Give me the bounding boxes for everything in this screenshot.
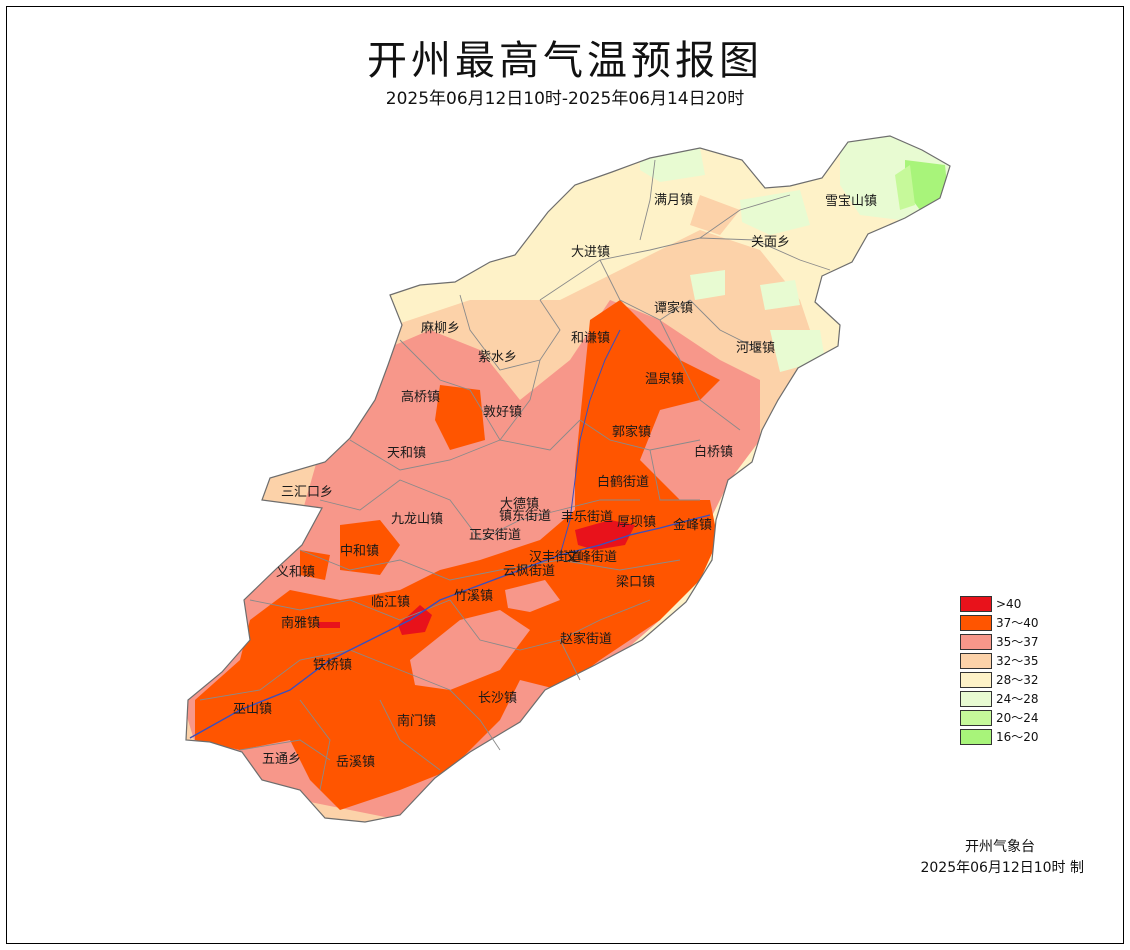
town-label-changsha: 长沙镇 xyxy=(478,691,517,706)
legend-label: 32～35 xyxy=(996,654,1039,668)
legend-swatch xyxy=(960,728,992,745)
river-tributary xyxy=(559,329,621,556)
legend-item: 37～40 xyxy=(960,613,1040,632)
town-label-tanjia: 谭家镇 xyxy=(654,300,693,316)
legend-swatch xyxy=(960,709,992,726)
zone-37-40-gaoqiao xyxy=(435,385,485,450)
town-label-yunfeng: 云枫街道 xyxy=(503,564,555,579)
legend-item: 20～24 xyxy=(960,708,1040,727)
zone-24-28-heyan-n xyxy=(760,280,800,310)
zone-35-37-pocket-2 xyxy=(505,580,560,612)
legend-label: 28～32 xyxy=(996,673,1039,687)
town-label-baiqiao: 白桥镇 xyxy=(694,444,733,460)
legend-item: >40 xyxy=(960,594,1040,613)
town-label-zhengan: 正安街道 xyxy=(469,528,521,543)
town-label-yihe: 义和镇 xyxy=(276,565,315,580)
zone-over-40-nanya xyxy=(318,622,340,628)
legend-item: 24～28 xyxy=(960,689,1040,708)
zone-20-24 xyxy=(895,165,915,210)
town-label-liangkou: 梁口镇 xyxy=(616,575,655,590)
town-label-guanmian: 关面乡 xyxy=(751,235,790,250)
town-label-zishui: 紫水乡 xyxy=(478,350,517,365)
town-label-gaoqiao: 高桥镇 xyxy=(401,389,440,405)
town-labels: 满月镇 雪宝山镇 大进镇 关面乡 谭家镇 麻柳乡 和谦镇 河堰镇 紫水乡 温泉镇… xyxy=(233,193,877,770)
town-label-zhaojia: 赵家街道 xyxy=(560,631,612,647)
town-label-manyue: 满月镇 xyxy=(654,193,693,208)
town-label-nanya: 南雅镇 xyxy=(281,615,320,631)
legend-item: 32～35 xyxy=(960,651,1040,670)
town-label-wushan: 巫山镇 xyxy=(233,702,272,717)
town-label-sanhuikou: 三汇口乡 xyxy=(281,485,333,500)
legend-label: 37～40 xyxy=(996,616,1039,630)
town-label-zhendong: 镇东街道 xyxy=(499,509,551,524)
town-label-jinfeng: 金峰镇 xyxy=(673,517,712,533)
zone-37-40-west xyxy=(340,520,400,575)
town-label-zhuxi: 竹溪镇 xyxy=(454,589,493,604)
town-label-guojia: 郭家镇 xyxy=(612,424,651,440)
town-label-dade: 大德镇 xyxy=(500,497,539,512)
legend-swatch xyxy=(960,595,992,612)
town-label-wenfeng: 文峰街道 xyxy=(565,550,617,565)
town-label-houba: 厚坝镇 xyxy=(617,515,656,530)
legend-item: 35～37 xyxy=(960,632,1040,651)
zone-37-40 xyxy=(195,300,720,810)
zone-16-20 xyxy=(905,160,948,210)
river xyxy=(189,514,711,739)
legend-label: 20～24 xyxy=(996,711,1039,725)
zone-24-28-tanjia xyxy=(690,270,725,300)
town-label-hanfeng: 汉丰街道 xyxy=(529,550,581,565)
legend-item: 28～32 xyxy=(960,670,1040,689)
legend-label: 16～20 xyxy=(996,730,1039,744)
town-label-jiulongshan: 九龙山镇 xyxy=(391,512,443,527)
town-label-wenquan: 温泉镇 xyxy=(645,371,684,387)
town-label-yuexi: 岳溪镇 xyxy=(336,755,375,770)
issue-time: 2025年06月12日10时 制 xyxy=(920,860,1084,876)
legend: >40 37～40 35～37 32～35 28～32 24～28 20～24 … xyxy=(960,594,1040,746)
town-label-linjiang: 临江镇 xyxy=(371,595,410,610)
town-label-dajin: 大进镇 xyxy=(571,245,610,260)
town-label-minhao: 敦好镇 xyxy=(483,404,522,420)
town-label-tieqiao: 铁桥镇 xyxy=(313,658,352,673)
zone-over-40-city xyxy=(575,520,635,550)
map-title: 开州最高气温预报图 xyxy=(367,38,763,84)
legend-swatch xyxy=(960,690,992,707)
legend-label: 35～37 xyxy=(996,635,1039,649)
zone-35-37-pocket xyxy=(410,610,530,690)
town-label-heqian: 和谦镇 xyxy=(571,331,610,346)
zone-24-28-guanmian xyxy=(740,190,810,235)
zone-32-35-north xyxy=(690,195,740,235)
map-subtitle: 2025年06月12日10时-2025年06月14日20时 xyxy=(385,89,745,109)
legend-label: >40 xyxy=(996,596,1022,611)
legend-swatch xyxy=(960,614,992,631)
town-label-tianhe: 天和镇 xyxy=(387,446,426,461)
town-label-nanmen: 南门镇 xyxy=(397,713,436,729)
town-label-zhonghe: 中和镇 xyxy=(340,544,379,559)
issuing-organization: 开州气象台 xyxy=(965,839,1035,855)
legend-label: 24～28 xyxy=(996,692,1039,706)
town-label-baihe: 白鹤街道 xyxy=(597,474,649,490)
legend-swatch xyxy=(960,652,992,669)
legend-item: 16～20 xyxy=(960,727,1040,746)
temperature-fill xyxy=(186,136,950,822)
legend-swatch xyxy=(960,671,992,688)
town-label-fengle: 丰乐街道 xyxy=(561,510,613,525)
town-label-maliu: 麻柳乡 xyxy=(421,321,460,336)
zone-over-40-linjiang xyxy=(398,605,432,635)
town-label-wutong: 五通乡 xyxy=(262,752,301,767)
legend-swatch xyxy=(960,633,992,650)
town-label-heyan: 河堰镇 xyxy=(736,341,775,356)
township-boundaries xyxy=(199,159,831,791)
town-label-xuebaoshan: 雪宝山镇 xyxy=(825,194,877,209)
zone-37-40-yihe xyxy=(300,550,330,580)
